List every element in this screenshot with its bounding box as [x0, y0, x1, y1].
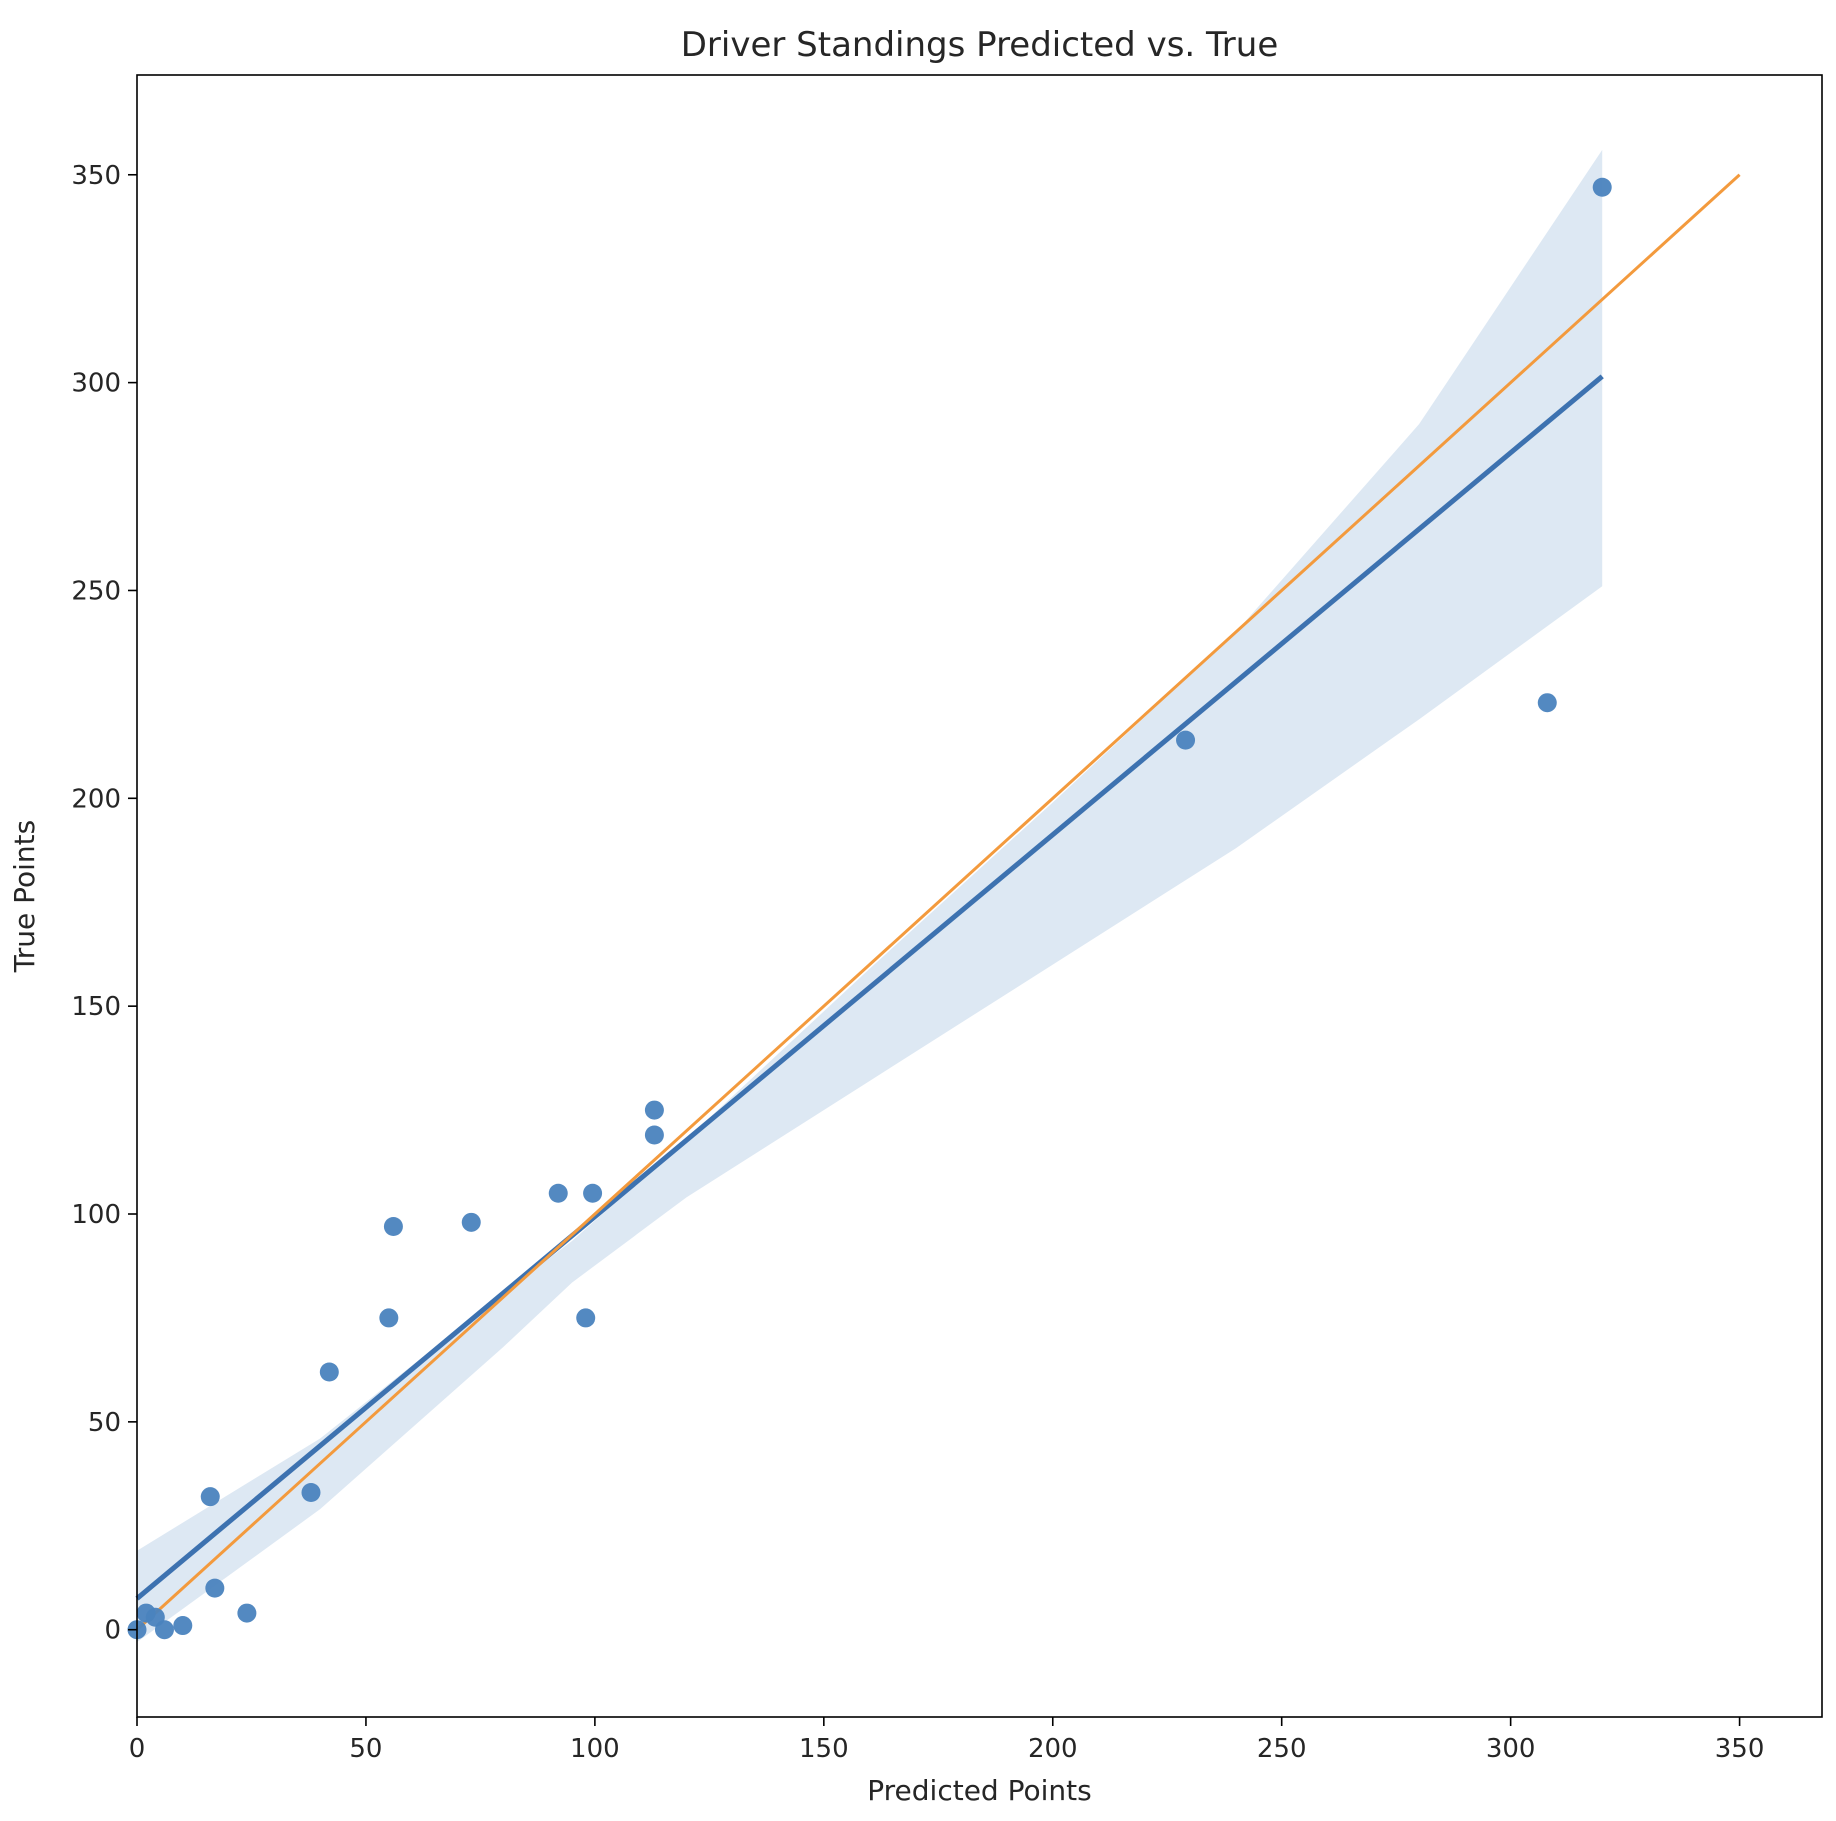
y-tick-label: 100: [71, 1200, 121, 1230]
data-point: [1592, 177, 1612, 197]
line-layer: [135, 173, 1741, 1631]
x-tick-label: 350: [1715, 1734, 1765, 1764]
data-point: [644, 1125, 664, 1145]
data-point: [383, 1216, 403, 1236]
regression-line: [135, 374, 1604, 1601]
data-point: [576, 1308, 596, 1328]
y-tick-label: 350: [71, 161, 121, 191]
data-point: [205, 1578, 225, 1598]
data-point: [1176, 730, 1196, 750]
identity-line: [135, 173, 1741, 1631]
x-tick-label: 0: [129, 1734, 146, 1764]
data-point: [154, 1620, 174, 1640]
y-axis-ticks: 0 50 100 150 200 250 300 350: [71, 161, 137, 1646]
y-tick-label: 300: [71, 369, 121, 399]
y-axis-label: True Points: [8, 820, 41, 973]
data-point: [379, 1308, 399, 1328]
data-point: [301, 1483, 321, 1503]
y-tick-label: 50: [88, 1408, 121, 1438]
confidence-band-layer: [137, 149, 1603, 1643]
x-tick-label: 300: [1486, 1734, 1536, 1764]
plot-frame: [136, 74, 1823, 1718]
point-layer: [127, 177, 1612, 1640]
y-tick-label: 0: [104, 1616, 121, 1646]
data-point: [237, 1603, 257, 1623]
data-point: [583, 1183, 603, 1203]
data-point: [319, 1362, 339, 1382]
x-axis-label: Predicted Points: [867, 1774, 1091, 1807]
x-tick-label: 50: [349, 1734, 382, 1764]
x-tick-label: 200: [1028, 1734, 1078, 1764]
data-point: [461, 1212, 481, 1232]
confidence-band: [137, 149, 1603, 1643]
y-tick-label: 200: [71, 784, 121, 814]
y-tick-label: 250: [71, 576, 121, 606]
y-tick-label: 150: [71, 992, 121, 1022]
x-tick-label: 250: [1257, 1734, 1307, 1764]
data-point: [173, 1616, 193, 1636]
data-point: [200, 1487, 220, 1507]
x-axis-ticks: 0 50 100 150 200 250 300 350: [129, 1717, 1765, 1764]
x-tick-label: 100: [570, 1734, 620, 1764]
data-point: [644, 1100, 664, 1120]
chart-title: Driver Standings Predicted vs. True: [681, 25, 1279, 65]
data-point: [548, 1183, 568, 1203]
data-point: [1537, 693, 1557, 713]
x-tick-label: 150: [799, 1734, 849, 1764]
